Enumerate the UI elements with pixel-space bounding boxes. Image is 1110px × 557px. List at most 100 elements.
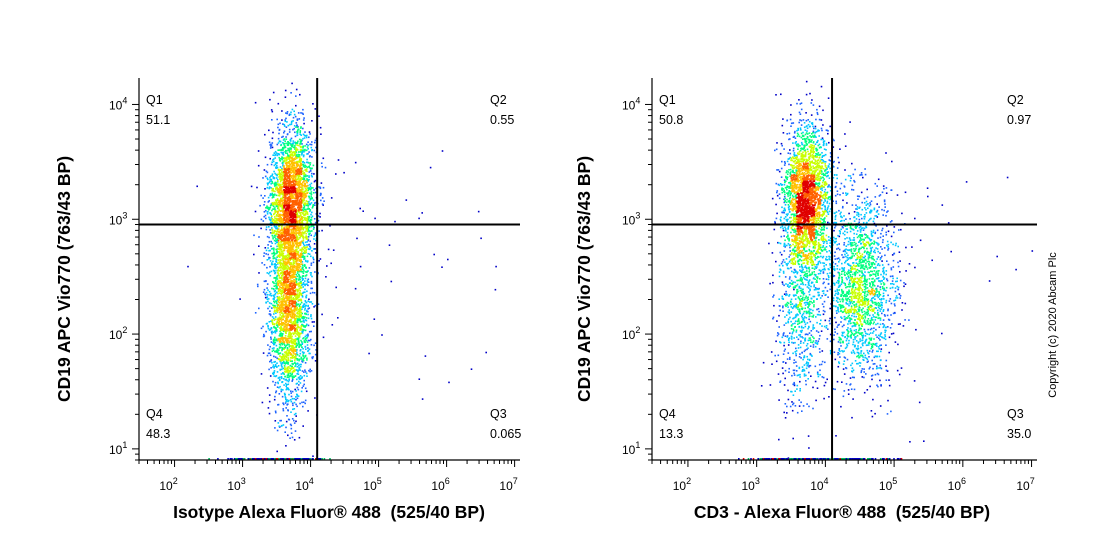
event-dot	[282, 153, 284, 155]
event-dot	[275, 279, 277, 281]
event-dot	[290, 167, 292, 169]
event-dot	[291, 240, 293, 242]
event-dot	[299, 94, 301, 96]
event-dot	[292, 345, 294, 347]
event-dot	[286, 162, 288, 164]
event-dot	[291, 374, 293, 376]
event-dot	[280, 289, 282, 291]
event-dot	[268, 130, 270, 132]
event-dot	[294, 167, 296, 169]
event-dot	[299, 311, 301, 313]
event-dot	[279, 140, 281, 142]
event-dot	[305, 348, 307, 350]
event-dot	[267, 308, 269, 310]
event-dot	[283, 272, 285, 274]
event-dot	[278, 169, 280, 171]
event-dot	[303, 175, 305, 177]
event-dot	[275, 285, 277, 287]
event-dot	[270, 207, 272, 209]
event-dot	[267, 179, 269, 181]
event-dot	[304, 204, 306, 206]
event-dot	[281, 291, 283, 293]
event-dot	[310, 235, 312, 237]
event-dot	[292, 146, 294, 148]
event-dot	[311, 263, 313, 265]
event-dot	[292, 158, 294, 160]
event-dot	[306, 335, 308, 337]
event-dot	[282, 337, 284, 339]
event-dot	[264, 195, 266, 197]
event-dot	[274, 218, 276, 220]
event-dot	[406, 199, 408, 201]
event-dot	[311, 149, 313, 151]
event-dot	[297, 294, 299, 296]
event-dot	[295, 344, 297, 346]
event-dot	[270, 147, 272, 149]
event-dot	[277, 213, 279, 215]
event-dot	[305, 210, 307, 212]
event-dot	[281, 389, 283, 391]
event-dot	[306, 178, 308, 180]
event-dot	[274, 338, 276, 340]
event-dot	[305, 242, 307, 244]
event-dot	[278, 301, 280, 303]
event-dot	[291, 303, 293, 305]
event-dot	[293, 299, 295, 301]
event-dot	[285, 226, 287, 228]
event-dot	[290, 345, 292, 347]
event-dot	[298, 265, 300, 267]
event-dot	[298, 303, 300, 305]
event-dot	[284, 342, 286, 344]
event-dot	[304, 256, 306, 258]
event-dot	[303, 240, 305, 242]
event-dot	[285, 118, 287, 120]
event-dot	[295, 280, 297, 282]
event-dot	[283, 378, 285, 380]
event-dot	[300, 309, 302, 311]
event-dot	[307, 167, 309, 169]
event-dot	[255, 211, 257, 213]
event-dot	[309, 331, 311, 333]
event-dot	[279, 149, 281, 151]
event-dot	[273, 232, 275, 234]
event-dot	[278, 216, 280, 218]
event-dot	[299, 157, 301, 159]
event-dot	[381, 334, 383, 336]
event-dot	[267, 325, 269, 327]
event-dot	[312, 206, 314, 208]
event-dot	[292, 129, 294, 131]
event-dot	[258, 245, 260, 247]
event-dot	[298, 112, 300, 114]
event-dot	[293, 228, 295, 230]
event-dot	[271, 328, 273, 330]
event-dot	[298, 151, 300, 153]
event-dot	[283, 311, 285, 313]
event-dot	[294, 369, 296, 371]
event-dot	[287, 316, 289, 318]
event-dot	[263, 352, 265, 354]
event-dot	[298, 274, 300, 276]
event-dot	[294, 308, 296, 310]
event-dot	[275, 204, 277, 206]
event-dot	[291, 262, 293, 264]
event-dot	[294, 402, 296, 404]
event-dot	[286, 342, 288, 344]
event-dot	[281, 192, 283, 194]
event-dot	[278, 138, 280, 140]
event-dot	[309, 246, 311, 248]
event-dot	[259, 205, 261, 207]
event-dot	[300, 382, 302, 384]
event-dot	[307, 216, 309, 218]
event-dot	[356, 238, 358, 240]
event-dot	[286, 170, 288, 172]
event-dot	[273, 318, 275, 320]
event-dot	[295, 399, 297, 401]
event-dot	[282, 136, 284, 138]
event-dot	[308, 236, 310, 238]
event-dot	[285, 402, 287, 404]
event-dot	[295, 136, 297, 138]
event-dot	[279, 281, 281, 283]
event-dot	[265, 253, 267, 255]
event-dot	[293, 259, 295, 261]
event-dot	[313, 165, 315, 167]
